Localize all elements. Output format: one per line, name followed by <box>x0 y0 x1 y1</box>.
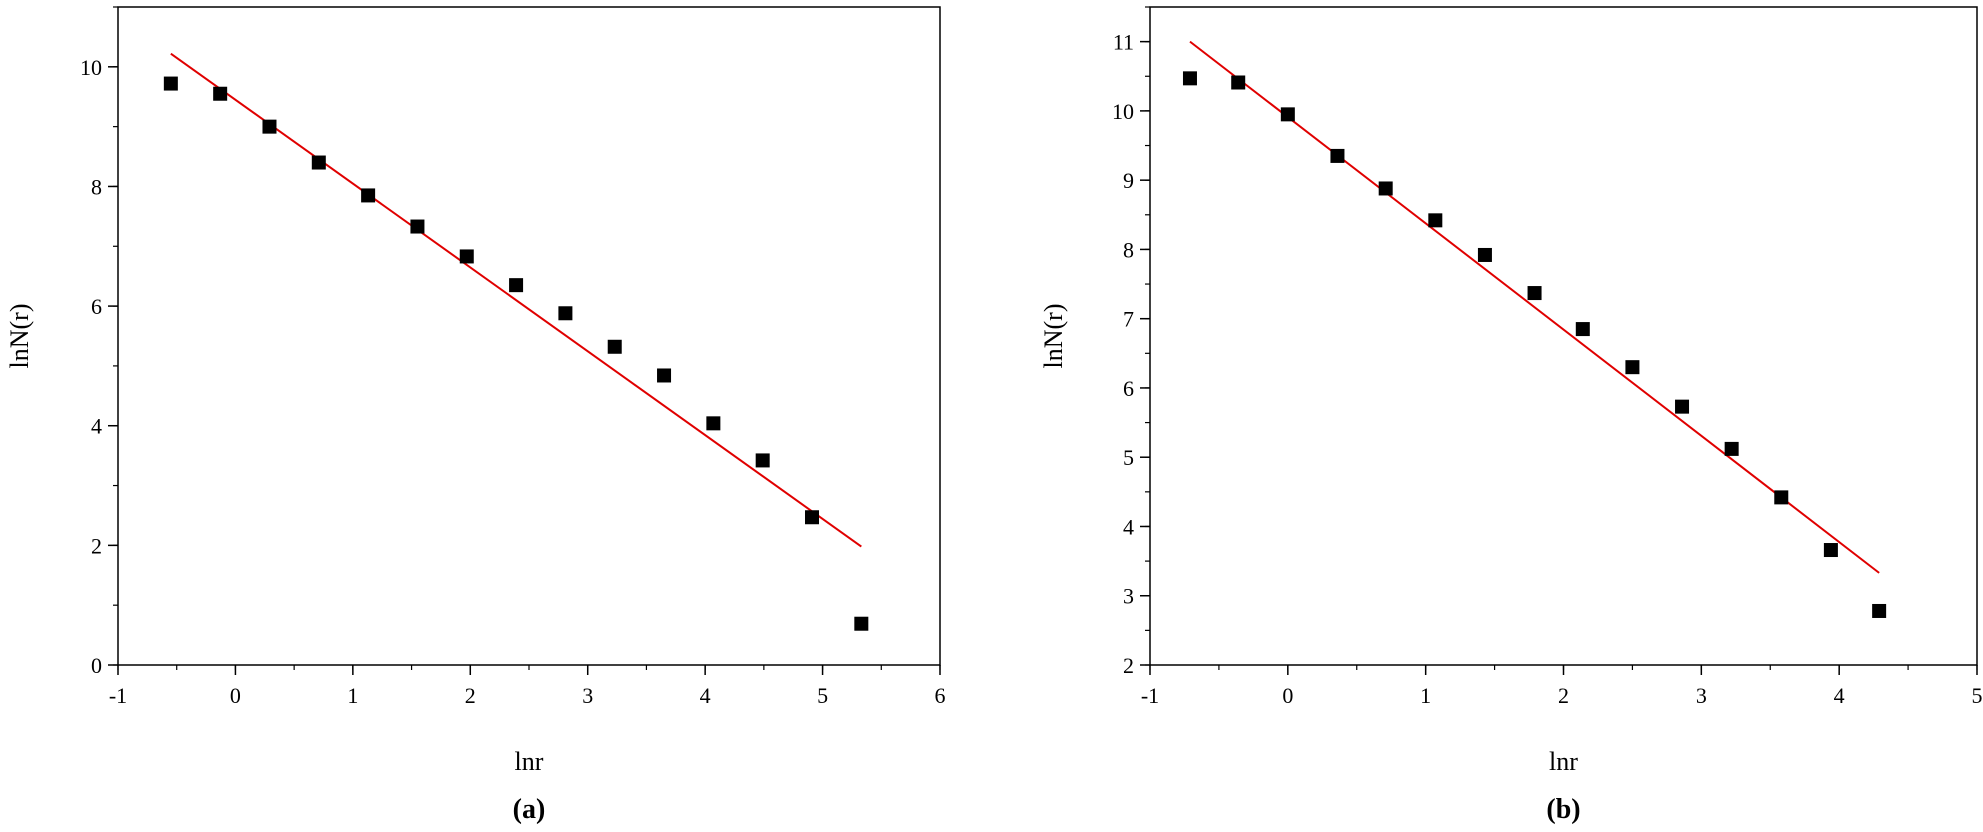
x-tick-label: 5 <box>1972 683 1983 708</box>
x-tick-label: -1 <box>1141 683 1159 708</box>
y-tick-label: 5 <box>1123 445 1134 470</box>
data-point-marker <box>558 306 573 321</box>
y-tick-label: 11 <box>1113 30 1134 55</box>
chart-panel: -1 0 1 2 3 4 5 6 0 2 4 6 8 10 lnr lnN(r) (a) <box>5 6 946 825</box>
data-point-marker <box>1872 603 1887 618</box>
data-point-marker <box>1182 71 1197 86</box>
y-tick-label: 3 <box>1123 584 1134 609</box>
plot-frame <box>117 6 941 666</box>
y-tick-label: 2 <box>91 533 102 558</box>
x-tick-label: 4 <box>700 683 711 708</box>
data-point-marker <box>854 616 869 631</box>
y-tick-label: 9 <box>1123 168 1134 193</box>
x-axis-label: lnr <box>515 747 544 776</box>
y-tick-label: 10 <box>1112 99 1134 124</box>
data-point-marker <box>361 188 376 203</box>
x-tick-label: 2 <box>1558 683 1569 708</box>
x-tick-label: 2 <box>465 683 476 708</box>
data-point-marker <box>1330 148 1345 163</box>
x-tick-label: 1 <box>347 683 358 708</box>
x-tick-label: 0 <box>1282 683 1293 708</box>
data-point-marker <box>805 510 820 525</box>
chart-panel: -1 0 1 2 3 4 5 2 3 4 5 6 7 8 9 10 11 lnr lnN(r) (b) <box>1039 6 1983 825</box>
data-point-marker <box>706 416 721 431</box>
panel-label: (a) <box>513 794 546 825</box>
data-point-marker <box>1625 360 1640 375</box>
data-point-marker <box>657 368 672 383</box>
data-point-marker <box>1428 213 1443 228</box>
x-tick-label: 0 <box>230 683 241 708</box>
data-point-marker <box>607 339 622 354</box>
y-tick-label: 2 <box>1123 653 1134 678</box>
y-tick-label: 4 <box>1123 514 1134 539</box>
y-tick-label: 7 <box>1123 307 1134 332</box>
y-tick-label: 4 <box>91 414 102 439</box>
y-tick-label: 6 <box>1123 376 1134 401</box>
x-tick-label: 4 <box>1834 683 1845 708</box>
data-point-marker <box>163 76 178 91</box>
x-tick-label: 3 <box>1696 683 1707 708</box>
y-tick-label: 10 <box>80 55 102 80</box>
data-point-marker <box>1675 399 1690 414</box>
panel-label: (b) <box>1546 794 1580 825</box>
data-point-marker <box>509 278 524 293</box>
fit-line <box>1189 40 1880 574</box>
data-point-marker <box>755 453 770 468</box>
y-axis-label: lnN(r) <box>5 304 34 369</box>
data-point-marker <box>1477 247 1492 262</box>
data-point-marker <box>213 86 228 101</box>
x-tick-label: 5 <box>817 683 828 708</box>
y-tick-label: 8 <box>1123 237 1134 262</box>
x-tick-label: -1 <box>109 683 127 708</box>
data-point-marker <box>311 155 326 170</box>
data-point-marker <box>1378 181 1393 196</box>
y-tick-label: 6 <box>91 294 102 319</box>
data-point-marker <box>1724 441 1739 456</box>
data-point-marker <box>1280 107 1295 122</box>
data-point-marker <box>1231 75 1246 90</box>
x-tick-label: 6 <box>935 683 946 708</box>
y-tick-label: 0 <box>91 653 102 678</box>
data-point-marker <box>410 219 425 234</box>
x-tick-label: 3 <box>582 683 593 708</box>
x-axis-label: lnr <box>1549 747 1578 776</box>
y-tick-label: 8 <box>91 174 102 199</box>
data-point-marker <box>459 249 474 264</box>
y-axis-label: lnN(r) <box>1039 304 1068 369</box>
data-point-marker <box>1527 286 1542 301</box>
fit-line <box>170 52 862 548</box>
data-point-marker <box>1823 543 1838 558</box>
data-point-marker <box>262 119 277 134</box>
x-tick-label: 1 <box>1420 683 1431 708</box>
data-point-marker <box>1774 490 1789 505</box>
data-point-marker <box>1575 322 1590 337</box>
